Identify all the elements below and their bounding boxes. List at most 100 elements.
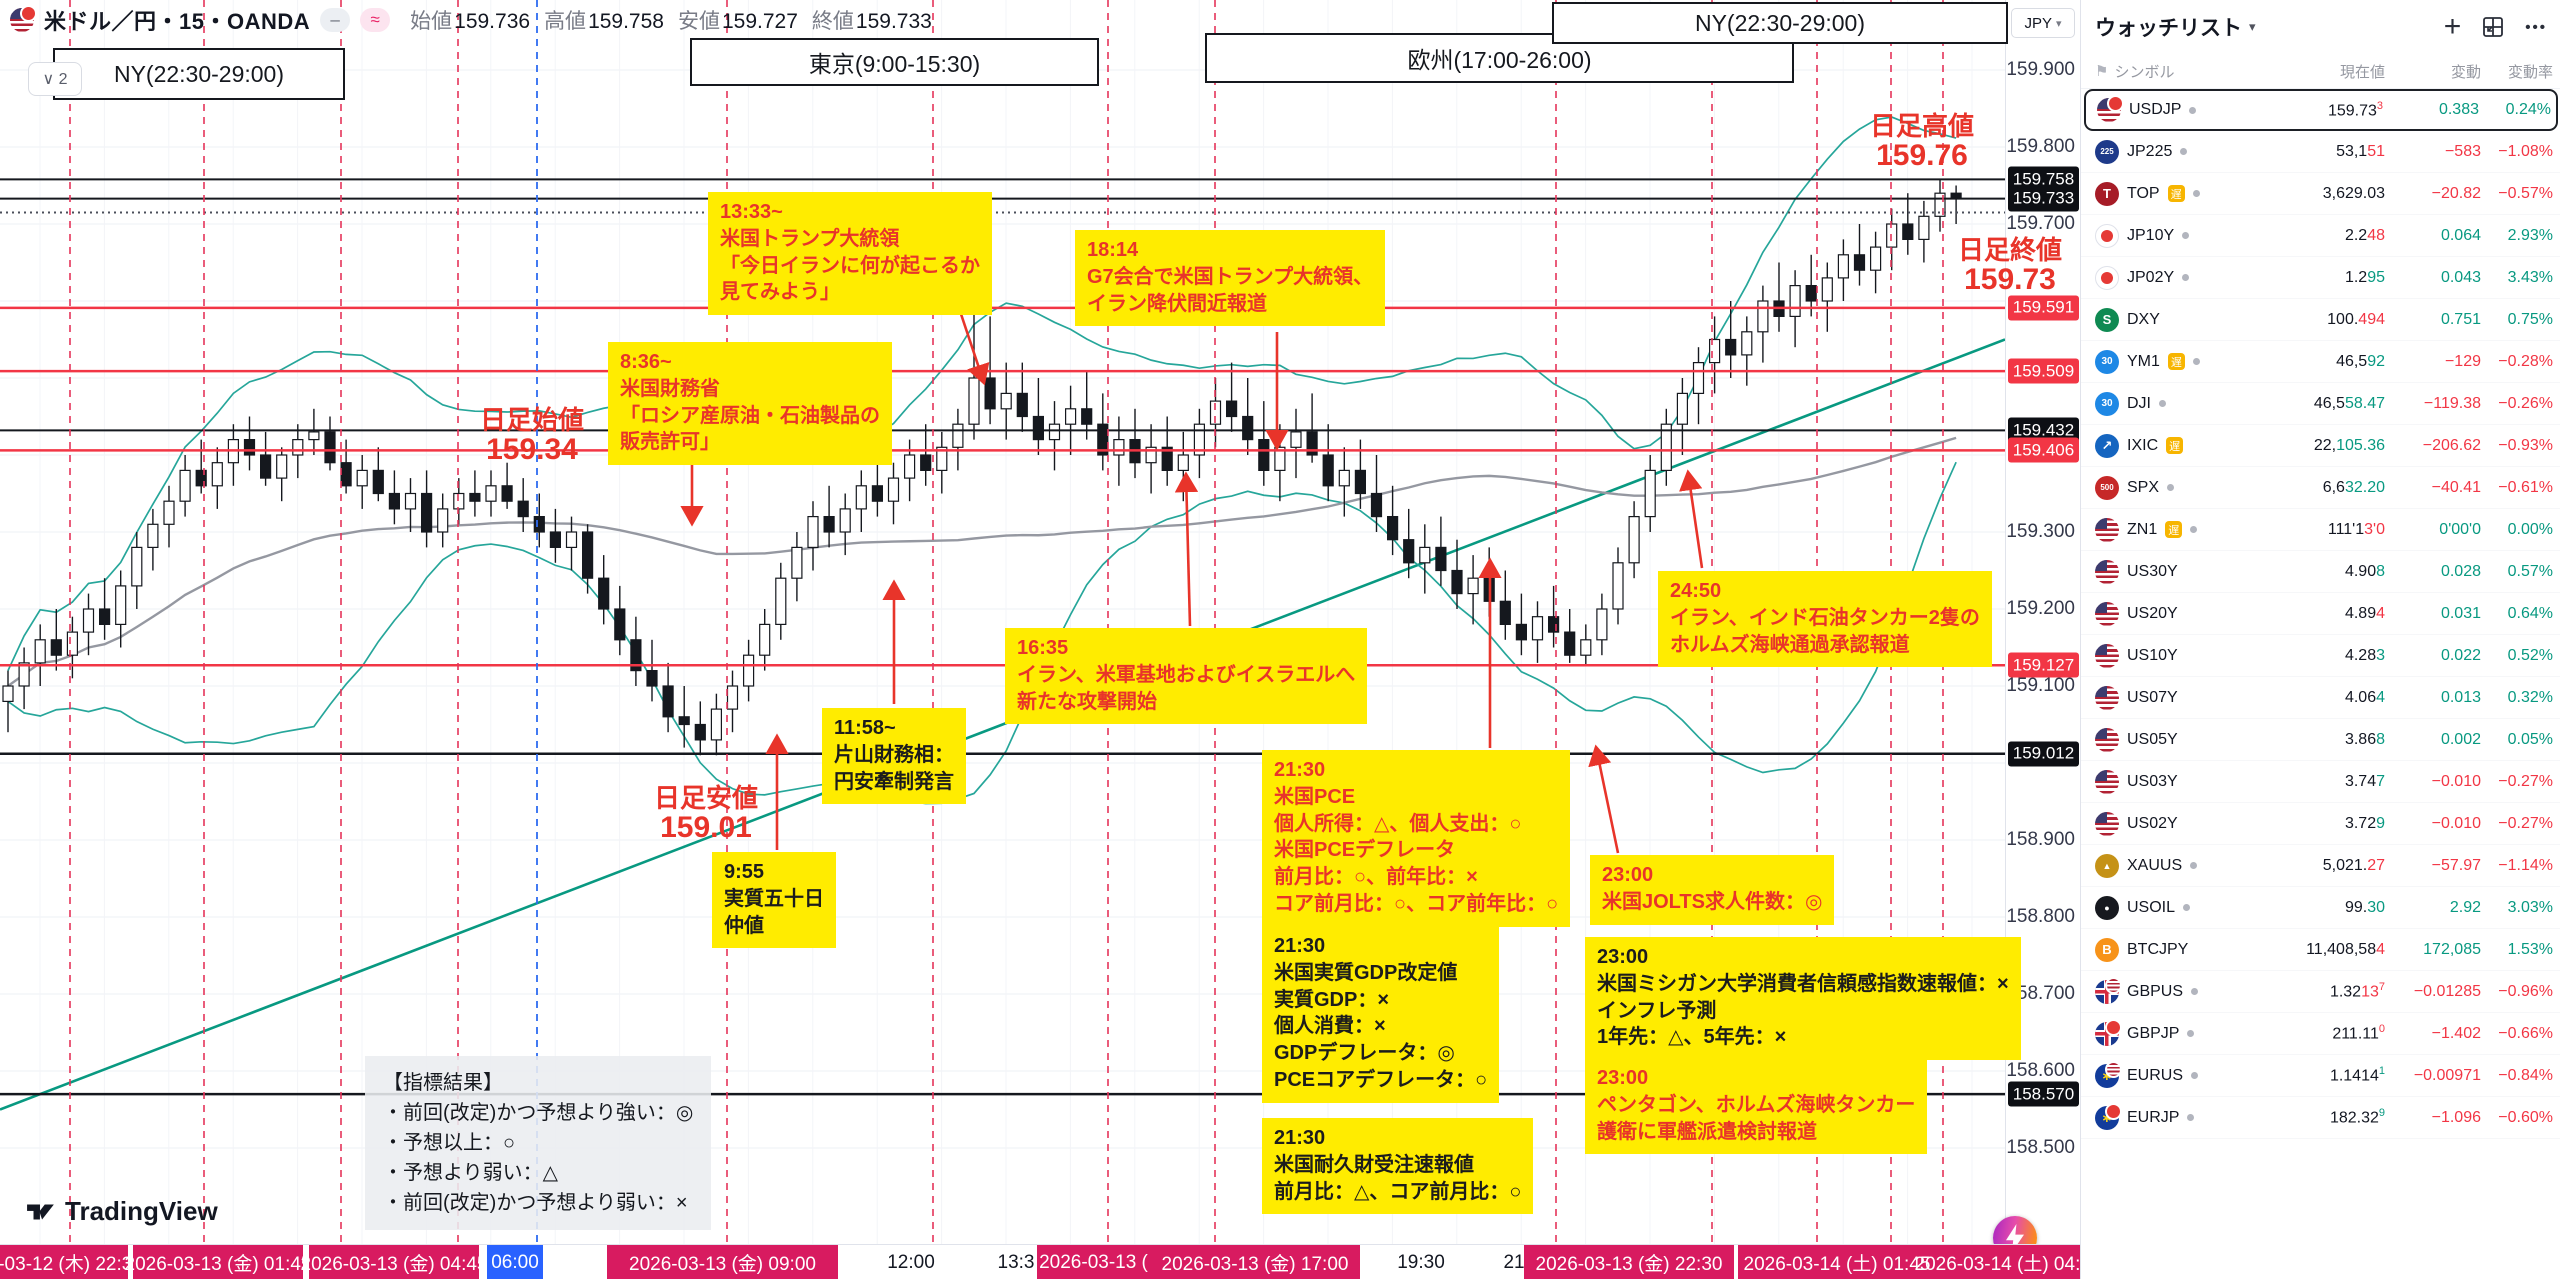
- watchlist-row-eurjp[interactable]: ∗ EURJP 182.329 −1.096 −0.60%: [2081, 1097, 2560, 1139]
- watchlist-row-usoil[interactable]: ● USOIL 99.30 2.92 3.03%: [2081, 887, 2560, 929]
- watchlist-row-gbpjp[interactable]: GBPJP 211.110 −1.402 −0.66%: [2081, 1013, 2560, 1055]
- session-box[interactable]: NY(22:30-29:00): [53, 48, 345, 100]
- time-axis-label[interactable]: 2026-03-13 (金) 01:45: [125, 1245, 311, 1279]
- wave-pill-button[interactable]: ≈: [360, 8, 391, 32]
- watchlist-row-us10y[interactable]: US10Y 4.283 0.022 0.52%: [2081, 635, 2560, 677]
- annotation-note[interactable]: 18:14 G7会合で米国トランプ大統領、 イラン降伏間近報道: [1075, 230, 1386, 327]
- annotation-note[interactable]: 23:00 米国JOLTS求人件数：◎: [1590, 855, 1835, 925]
- watchlist-row-us05y[interactable]: US05Y 3.868 0.002 0.05%: [2081, 719, 2560, 761]
- watchlist-row-ixic[interactable]: ↗ IXIC 遅 22,105.36 −206.62 −0.93%: [2081, 425, 2560, 467]
- annotation-note[interactable]: 16:35 イラン、米軍基地およびイスラエルへ 新たな攻撃開始: [1005, 628, 1368, 725]
- chart-area[interactable]: 米ドル／円・15・OANDA – ≈ 始値159.736 高値159.758 安値1…: [0, 0, 2062, 1260]
- change-value: 0.028: [2440, 562, 2481, 580]
- session-box[interactable]: NY(22:30-29:00): [1552, 2, 2008, 44]
- price-badge: 159.127: [2008, 652, 2079, 678]
- annotation-note[interactable]: 21:30 米国実質GDP改定値 実質GDP：× 個人消費：× GDPデフレータ：◎ PC…: [1262, 926, 1500, 1103]
- grid-layout-button[interactable]: [2481, 15, 2505, 39]
- annotation-note[interactable]: 13:33~ 米国トランプ大統領 「今日イランに何が起こるか 見てみよう」: [708, 192, 992, 316]
- jp-flag-icon: [2095, 265, 2119, 290]
- market-status-dot: [2191, 988, 2199, 995]
- tradingview-logo[interactable]: TradingView: [26, 1196, 218, 1227]
- time-axis-label[interactable]: 2026-03-13 (金) 09:00: [607, 1245, 838, 1279]
- symbol-name: YM1: [2127, 352, 2160, 370]
- annotation-note[interactable]: 11:58~ 片山財務相： 円安牽制発言: [822, 708, 966, 805]
- symbol-badge-icon: ●: [2095, 895, 2119, 920]
- price-axis[interactable]: JPY ▾ 159.900 159.800 159.700 159.300 159.20…: [2005, 0, 2081, 1244]
- market-status-dot: [2192, 190, 2200, 197]
- watchlist-row-us20y[interactable]: US20Y 4.894 0.031 0.64%: [2081, 593, 2560, 635]
- watchlist-title[interactable]: ウォッチリスト ▾: [2095, 17, 2256, 40]
- time-axis-label[interactable]: 21: [1503, 1251, 1525, 1273]
- time-axis-label[interactable]: 2026-03-13 (: [1037, 1245, 1150, 1279]
- time-axis-label[interactable]: 2026-03-13 (金) 04:45: [301, 1245, 487, 1279]
- chevron-down-icon: ▾: [2055, 17, 2062, 30]
- time-axis-label[interactable]: 13:3: [997, 1251, 1035, 1273]
- watchlist-row-spx[interactable]: 500 SPX 6,632.20 −40.41 −0.61%: [2081, 467, 2560, 509]
- session-box[interactable]: 東京(9:00-15:30): [690, 38, 1099, 86]
- watchlist-row-jp02y[interactable]: JP02Y 1.295 0.043 3.43%: [2081, 257, 2560, 299]
- time-axis-label[interactable]: 2026-03-14 (土) 01:45: [1738, 1245, 1936, 1279]
- change-value: −0.01285: [2413, 982, 2481, 1000]
- indicator-collapse-chip[interactable]: ∨ 2: [28, 62, 82, 96]
- watchlist-row-eurus[interactable]: ∗ EURUS 1.14141 −0.00971 −0.84%: [2081, 1055, 2560, 1097]
- watchlist-row-gbpus[interactable]: GBPUS 1.32137 −0.01285 −0.96%: [2081, 971, 2560, 1013]
- annotation-arrow: [1174, 471, 1199, 627]
- watchlist-row-xauus[interactable]: ▲ XAUUS 5,021.27 −57.97 −1.14%: [2081, 845, 2560, 887]
- watchlist-row-us07y[interactable]: US07Y 4.064 0.013 0.32%: [2081, 677, 2560, 719]
- delayed-data-badge: 遅: [2167, 185, 2185, 202]
- price-axis-label: 158.700: [2006, 983, 2075, 1004]
- annotation-note[interactable]: 23:00 ペンタゴン、ホルムズ海峡タンカー 護衛に軍艦派遣検討報道: [1585, 1058, 1928, 1155]
- time-axis-label[interactable]: 2026-03-13 (金) 17:00: [1150, 1245, 1360, 1279]
- time-axis-label[interactable]: 2026-03-14 (土) 04:45: [1915, 1245, 2101, 1279]
- watchlist-row-us02y[interactable]: US02Y 3.729 −0.010 −0.27%: [2081, 803, 2560, 845]
- last-price: 11,408,584: [2306, 940, 2385, 958]
- watchlist-row-zn1[interactable]: ZN1 遅 111'13'0 0'00'0 0.00%: [2081, 509, 2560, 551]
- annotation-note[interactable]: 21:30 米国耐久財受注速報値 前月比：△、コア前月比：○: [1262, 1118, 1534, 1215]
- annotation-note[interactable]: 9:55 実質五十日 仲値: [712, 852, 836, 949]
- watchlist-row-btcjpy[interactable]: B BTCJPY 11,408,584 172,085 1.53%: [2081, 929, 2560, 971]
- watchlist-row-jp10y[interactable]: JP10Y 2.248 0.064 2.93%: [2081, 215, 2560, 257]
- us-flag-icon: [2095, 601, 2119, 626]
- time-axis-label[interactable]: 06:00: [487, 1245, 543, 1279]
- price-badge: 159.509: [2008, 358, 2079, 384]
- change-value: −1.402: [2431, 1024, 2481, 1042]
- last-price: 1.295: [2344, 268, 2385, 286]
- symbol-name: USDJP: [2129, 101, 2182, 118]
- watchlist-row-dxy[interactable]: S DXY 100.494 0.751 0.75%: [2081, 299, 2560, 341]
- change-value: 0.013: [2440, 688, 2481, 706]
- indicator-legend-note[interactable]: 【指標結果】 ・前回(改定)かつ予想より強い：◎ ・予想以上：○ ・予想より弱い：△ ・…: [365, 1056, 712, 1230]
- symbol-name: JP02Y: [2127, 268, 2175, 286]
- flag-icon: ⚑: [2095, 63, 2109, 80]
- session-box[interactable]: 欧州(17:00-26:00): [1205, 33, 1794, 83]
- annotation-note[interactable]: 8:36~ 米国財務省 「ロシア産原油・石油製品の 販売許可」: [608, 342, 892, 466]
- change-percent: −0.57%: [2498, 184, 2553, 202]
- time-axis-label[interactable]: 19:30: [1397, 1251, 1445, 1273]
- last-price: 4.064: [2344, 688, 2385, 706]
- annotation-note[interactable]: 24:50 イラン、インド石油タンカー2隻の ホルムズ海峡通過承認報道: [1658, 571, 1992, 668]
- watchlist-row-ym1[interactable]: 30 YM1 遅 46,592 −129 −0.28%: [2081, 341, 2560, 383]
- time-axis-label[interactable]: 2026-03-13 (金) 22:30: [1524, 1245, 1734, 1279]
- market-status-dot: [2190, 862, 2198, 869]
- time-axis-label[interactable]: 26-03-12 (木) 22:30: [0, 1245, 143, 1279]
- price-label-text: 日足終値 159.73: [1957, 235, 2062, 297]
- symbol-name: DXY: [2127, 310, 2160, 328]
- time-axis-label[interactable]: 12:00: [887, 1251, 935, 1273]
- market-status-dot: [2190, 526, 2198, 533]
- watchlist-row-jp225[interactable]: 225 JP225 53,151 −583 −1.08%: [2081, 131, 2560, 173]
- watchlist-row-usdjp[interactable]: USDJP 159.733 0.383 0.24%: [2084, 89, 2558, 131]
- watchlist-row-top[interactable]: T TOP 遅 3,629.03 −20.82 −0.57%: [2081, 173, 2560, 215]
- candlestick-chart[interactable]: [0, 0, 2005, 1244]
- chevron-down-icon: ▾: [2249, 19, 2256, 34]
- symbol-title[interactable]: 米ドル／円・15・OANDA: [44, 9, 311, 34]
- add-symbol-button[interactable]: +: [2443, 10, 2462, 43]
- more-options-button[interactable]: •••: [2525, 18, 2547, 36]
- watchlist-row-us03y[interactable]: US03Y 3.747 −0.010 −0.27%: [2081, 761, 2560, 803]
- minus-pill-button[interactable]: –: [320, 8, 351, 32]
- annotation-note[interactable]: 23:00 米国ミシガン大学消費者信頼感指数速報値：× インフレ予測 1年先：△、5年…: [1585, 937, 2021, 1061]
- currency-selector[interactable]: JPY ▾: [2011, 8, 2075, 38]
- watchlist-row-dji[interactable]: 30 DJI 46,558.47 −119.38 −0.26%: [2081, 383, 2560, 425]
- watchlist-row-us30y[interactable]: US30Y 4.908 0.028 0.57%: [2081, 551, 2560, 593]
- change-value: −20.82: [2431, 184, 2481, 202]
- annotation-note[interactable]: 21:30 米国PCE 個人所得：△、個人支出：○ 米国PCEデフレータ 前月比：○、前…: [1262, 750, 1571, 927]
